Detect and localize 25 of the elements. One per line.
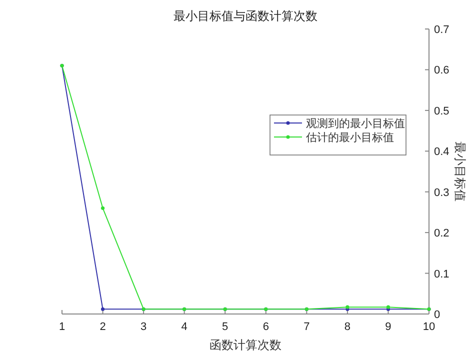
x-tick-label: 8 bbox=[344, 321, 351, 333]
x-tick-label: 5 bbox=[222, 321, 228, 333]
y-axis-title: 最小目标值 bbox=[453, 142, 467, 202]
x-axis-title: 函数计算次数 bbox=[210, 338, 282, 352]
y-tick-label: 0.1 bbox=[434, 268, 450, 280]
y-tick-label: 0.4 bbox=[434, 146, 450, 158]
y-tick-label: 0.7 bbox=[434, 24, 450, 36]
x-tick-label: 6 bbox=[262, 321, 269, 333]
y-tick-label: 0 bbox=[434, 309, 440, 321]
x-tick-label: 9 bbox=[385, 321, 392, 333]
point bbox=[100, 307, 105, 311]
x-tick-label: 3 bbox=[140, 321, 147, 333]
x-tick-label: 7 bbox=[304, 321, 310, 333]
x-tick-label: 10 bbox=[422, 321, 436, 333]
legend-label: 估计的最小目标值 bbox=[306, 131, 394, 144]
x-tick-label: 2 bbox=[100, 321, 106, 333]
chart-title: 最小目标值与函数计算次数 bbox=[174, 9, 318, 23]
y-tick-label: 0.6 bbox=[434, 64, 450, 77]
y-tick-label: 0.2 bbox=[434, 228, 450, 240]
point bbox=[100, 206, 105, 210]
y-tick-label: 0.3 bbox=[434, 186, 450, 199]
x-tick-label: 1 bbox=[58, 321, 66, 333]
y-tick-label: 0.5 bbox=[434, 105, 450, 118]
x-tick-label: 4 bbox=[181, 321, 188, 333]
legend-label: 观测到的最小目标值 bbox=[306, 117, 405, 130]
